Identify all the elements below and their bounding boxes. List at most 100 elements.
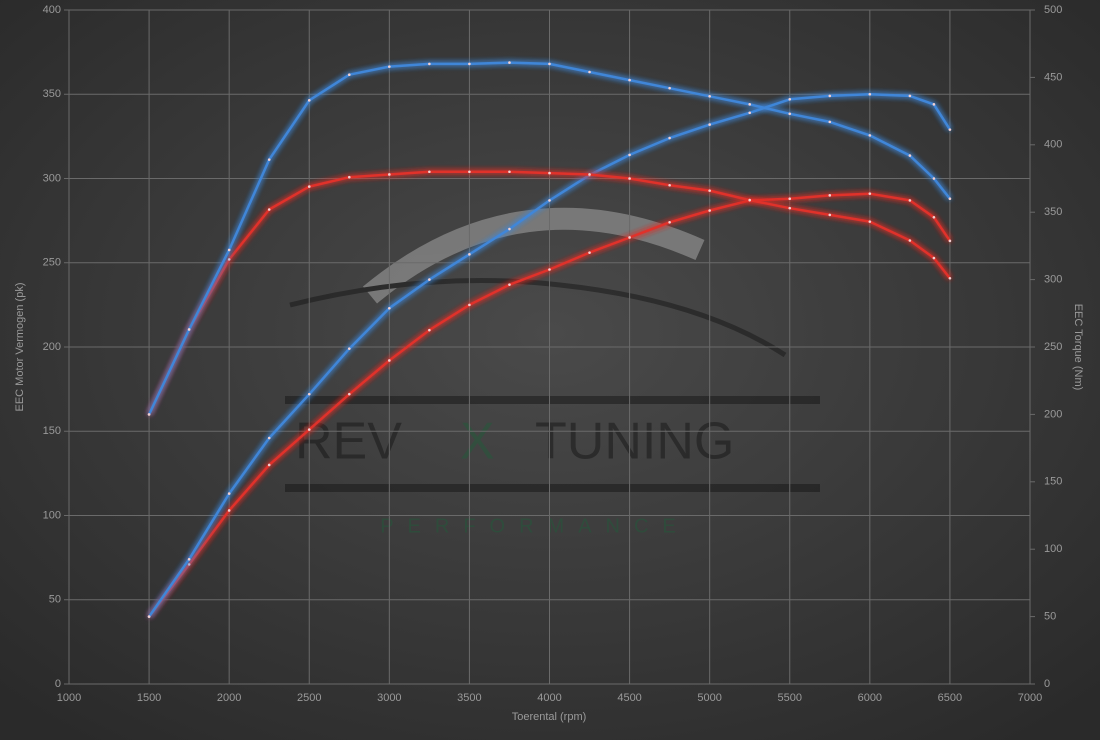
point <box>548 171 551 175</box>
y-tick-label: 100 <box>43 509 61 521</box>
point <box>868 192 872 195</box>
y2-tick-label: 350 <box>1044 206 1062 218</box>
point <box>932 103 936 106</box>
point <box>347 73 351 77</box>
series <box>148 192 951 618</box>
point <box>908 154 912 157</box>
point <box>347 392 351 396</box>
point <box>948 239 952 243</box>
line <box>147 170 951 415</box>
point <box>508 61 511 64</box>
point <box>388 173 391 176</box>
point <box>588 173 591 176</box>
point <box>508 283 511 286</box>
y-tick-label: 150 <box>43 425 61 437</box>
point <box>428 328 431 332</box>
point <box>187 563 191 566</box>
point <box>932 215 936 219</box>
series <box>148 93 951 618</box>
watermark-bar <box>285 396 820 404</box>
point <box>788 98 792 101</box>
y2-tick-label: 200 <box>1044 408 1062 420</box>
point <box>307 428 311 431</box>
point <box>908 239 912 242</box>
y-axis-label: EEC Motor Vermogen (pk) <box>14 283 26 412</box>
y-tick-label: 350 <box>43 88 61 100</box>
watermark-subtitle: PERFORMANCE <box>380 515 690 537</box>
point <box>388 359 391 362</box>
point <box>948 197 952 201</box>
point <box>668 136 671 140</box>
point <box>668 86 671 90</box>
point <box>828 94 832 98</box>
point <box>508 170 511 174</box>
line <box>148 93 951 618</box>
x-tick-label: 6500 <box>938 692 962 704</box>
y-tick-label: 200 <box>43 341 61 353</box>
watermark-bar <box>285 484 820 492</box>
point <box>307 392 311 396</box>
point <box>628 153 631 157</box>
point <box>668 221 671 224</box>
point <box>548 199 551 202</box>
point <box>868 134 872 137</box>
point <box>668 183 671 187</box>
y-tick-label: 50 <box>49 594 61 606</box>
point <box>908 199 912 202</box>
x-tick-label: 5000 <box>697 692 721 704</box>
point <box>388 65 391 68</box>
x-tick-label: 1500 <box>137 692 161 704</box>
y2-tick-label: 50 <box>1044 611 1056 623</box>
y2-tick-label: 0 <box>1044 678 1050 690</box>
point <box>227 509 231 512</box>
point <box>468 303 471 307</box>
y2-tick-label: 500 <box>1044 4 1062 16</box>
point <box>788 112 792 116</box>
point <box>267 463 271 467</box>
x-tick-label: 1000 <box>57 692 81 704</box>
x-axis-label: Toerental (rpm) <box>512 711 587 723</box>
point <box>788 197 792 201</box>
x-tick-label: 7000 <box>1018 692 1042 704</box>
point <box>588 70 591 74</box>
y2-tick-label: 150 <box>1044 476 1062 488</box>
point <box>468 170 471 174</box>
point <box>147 413 151 416</box>
point <box>708 209 711 212</box>
point <box>828 120 832 124</box>
point <box>548 62 551 66</box>
point <box>868 220 872 223</box>
point <box>147 615 151 618</box>
point <box>708 189 711 192</box>
point <box>187 328 191 331</box>
y-tick-label: 250 <box>43 257 61 269</box>
point <box>828 213 832 217</box>
point <box>307 185 311 188</box>
point <box>347 347 351 350</box>
y2-tick-label: 250 <box>1044 341 1062 353</box>
y-tick-label: 300 <box>43 172 61 184</box>
point <box>428 170 431 174</box>
y2-axis-label: EEC Torque (Nm) <box>1072 304 1084 391</box>
point <box>948 128 952 131</box>
point <box>708 123 711 126</box>
series <box>147 170 951 415</box>
point <box>868 92 872 96</box>
watermark-word: REV <box>295 413 402 471</box>
point <box>628 177 631 180</box>
y-tick-label: 0 <box>55 678 61 690</box>
x-tick-label: 2000 <box>217 692 241 704</box>
series <box>147 61 951 415</box>
point <box>748 103 752 106</box>
y-tick-label: 400 <box>43 4 61 16</box>
point <box>508 227 511 231</box>
point <box>347 175 351 179</box>
point <box>307 99 311 102</box>
y2-tick-label: 300 <box>1044 274 1062 286</box>
point <box>468 62 471 66</box>
x-tick-label: 3500 <box>457 692 481 704</box>
point <box>468 253 471 256</box>
point <box>227 492 231 495</box>
y2-tick-label: 450 <box>1044 71 1062 83</box>
